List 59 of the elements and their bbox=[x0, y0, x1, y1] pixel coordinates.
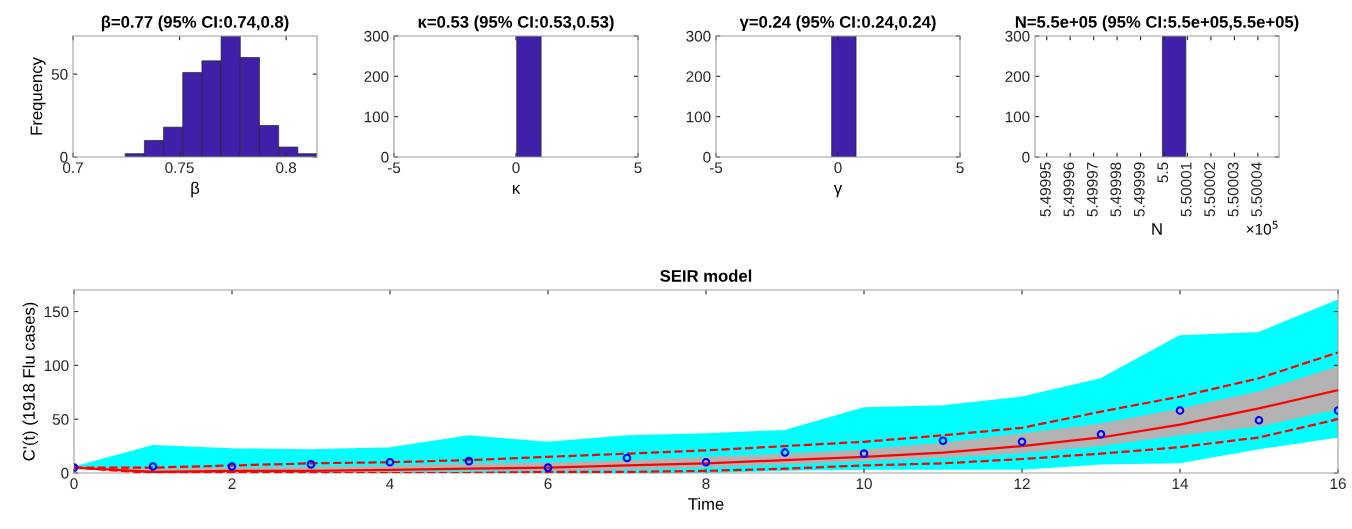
y-tick-label: 100 bbox=[44, 360, 69, 372]
x-tick-label: 0.8 bbox=[276, 162, 297, 174]
x-tick-label: 5.49999 bbox=[1133, 162, 1145, 217]
x-tick-label: 5.50002 bbox=[1204, 162, 1216, 217]
y-tick-label: 300 bbox=[364, 30, 389, 42]
y-tick-label: 100 bbox=[1005, 111, 1030, 123]
y-tick-label: 0 bbox=[61, 467, 69, 479]
x-tick-label: 5.49995 bbox=[1040, 162, 1051, 217]
x-tick-label: 0 bbox=[70, 478, 78, 490]
y-tick-label: 300 bbox=[1005, 30, 1030, 42]
x-tick-label: 6 bbox=[544, 478, 552, 490]
y-tick-label: 200 bbox=[364, 71, 389, 83]
chart-title: N=5.5e+05 (95% CI:5.5e+05,5.5e+05) bbox=[1015, 15, 1299, 32]
x-axis-title: γ bbox=[833, 184, 843, 198]
y-axis-title: C'(t) (1918 Flu cases) bbox=[22, 302, 39, 461]
x-tick-label: 2 bbox=[228, 478, 236, 489]
x-tick-label: 0.7 bbox=[62, 162, 83, 174]
y-tick-label: 0 bbox=[1022, 151, 1030, 163]
y-tick-label: 0 bbox=[381, 151, 389, 163]
y-tick-label: 150 bbox=[44, 306, 69, 318]
x-axis-title: β bbox=[191, 181, 200, 198]
y-tick-label: 100 bbox=[686, 111, 711, 123]
x-tick-label: 14 bbox=[1172, 478, 1189, 489]
x-tick-label: 0 bbox=[834, 162, 842, 174]
y-tick-label: 0 bbox=[60, 151, 68, 163]
y-tick-label: 100 bbox=[364, 111, 389, 123]
x-axis-title: Time bbox=[688, 497, 724, 510]
chart-title: β=0.77 (95% CI:0.74,0.8) bbox=[101, 15, 289, 32]
x-tick-label: 12 bbox=[1014, 478, 1030, 489]
x-tick-label: 8 bbox=[702, 478, 710, 490]
x-tick-label: 5.50001 bbox=[1180, 162, 1192, 217]
x-tick-label: 5.5 bbox=[1157, 162, 1169, 183]
x-tick-label: 5.49996 bbox=[1063, 162, 1075, 217]
chart-title: γ=0.24 (95% CI:0.24,0.24) bbox=[739, 15, 936, 32]
chart-title: SEIR model bbox=[660, 269, 752, 282]
x-tick-label: 5.49997 bbox=[1086, 162, 1098, 217]
x-tick-label: 10 bbox=[856, 478, 872, 490]
y-tick-label: 300 bbox=[686, 30, 711, 42]
x-axis-title: N bbox=[1152, 223, 1162, 235]
x-tick-label: 0.75 bbox=[165, 162, 194, 174]
x-tick-label: 5 bbox=[956, 162, 964, 174]
y-tick-label: 50 bbox=[51, 68, 68, 80]
y-tick-label: 0 bbox=[703, 151, 711, 163]
text: ×10$^{5}$ bbox=[1246, 220, 1278, 235]
x-tick-label: 5 bbox=[634, 162, 642, 174]
x-tick-label: 0 bbox=[512, 162, 520, 174]
x-tick-label: 4 bbox=[386, 478, 394, 489]
x-tick-label: 5.50004 bbox=[1251, 162, 1262, 217]
x-tick-label: -5 bbox=[709, 162, 723, 174]
x-tick-label: 16 bbox=[1330, 478, 1346, 490]
x-axis-title: κ bbox=[512, 184, 521, 194]
x-tick-label: -5 bbox=[387, 162, 401, 174]
y-tick-label: 200 bbox=[686, 71, 711, 83]
chart-title: κ=0.53 (95% CI:0.53,0.53) bbox=[418, 15, 614, 32]
x-tick-label: 5.50003 bbox=[1227, 162, 1239, 217]
x-tick-label: 5.49998 bbox=[1110, 162, 1122, 217]
y-axis-title: Frequency bbox=[30, 57, 46, 135]
y-tick-label: 200 bbox=[1005, 71, 1030, 83]
y-tick-label: 50 bbox=[52, 414, 69, 425]
